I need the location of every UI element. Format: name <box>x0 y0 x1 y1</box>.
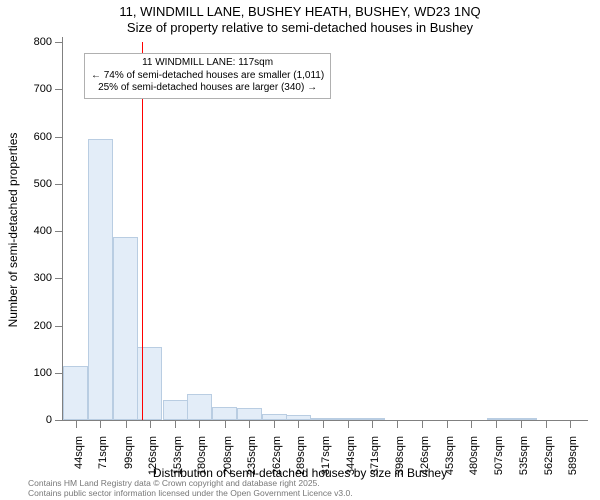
y-tick <box>55 420 63 421</box>
histogram-bar <box>512 418 537 420</box>
x-tick <box>496 420 497 428</box>
title-line-2: Size of property relative to semi-detach… <box>0 20 600 36</box>
x-tick <box>372 420 373 428</box>
y-tick-label: 600 <box>0 131 52 143</box>
x-tick <box>471 420 472 428</box>
x-tick <box>126 420 127 428</box>
x-tick <box>546 420 547 428</box>
x-tick-label: 44sqm <box>73 436 85 469</box>
x-tick <box>570 420 571 428</box>
y-tick <box>55 278 63 279</box>
x-tick <box>150 420 151 428</box>
y-tick-label: 100 <box>0 367 52 379</box>
y-tick-label: 200 <box>0 320 52 332</box>
y-tick <box>55 326 63 327</box>
y-tick <box>55 373 63 374</box>
y-tick-label: 700 <box>0 83 52 95</box>
footer-attribution: Contains HM Land Registry data © Crown c… <box>28 479 353 499</box>
y-tick <box>55 231 63 232</box>
histogram-bar <box>88 139 113 420</box>
chart-root: 11, WINDMILL LANE, BUSHEY HEATH, BUSHEY,… <box>0 0 600 500</box>
histogram-bar <box>187 394 212 420</box>
x-tick <box>199 420 200 428</box>
y-tick <box>55 137 63 138</box>
y-tick-label: 500 <box>0 178 52 190</box>
x-tick <box>100 420 101 428</box>
y-tick-label: 0 <box>0 414 52 426</box>
plot-area: 11 WINDMILL LANE: 117sqm ← 74% of semi-d… <box>62 42 583 421</box>
x-tick <box>348 420 349 428</box>
x-tick <box>397 420 398 428</box>
annotation-line-3: 25% of semi-detached houses are larger (… <box>91 82 324 95</box>
histogram-bar <box>63 366 88 420</box>
x-tick <box>521 420 522 428</box>
y-tick-label: 300 <box>0 272 52 284</box>
x-tick <box>175 420 176 428</box>
histogram-bar <box>212 407 237 420</box>
x-tick <box>274 420 275 428</box>
annotation-line-1: 11 WINDMILL LANE: 117sqm <box>91 57 324 70</box>
x-tick-label: 99sqm <box>123 436 135 469</box>
x-tick <box>225 420 226 428</box>
x-tick <box>422 420 423 428</box>
y-tick <box>55 89 63 90</box>
chart-title: 11, WINDMILL LANE, BUSHEY HEATH, BUSHEY,… <box>0 4 600 37</box>
histogram-bar <box>487 418 512 420</box>
x-tick <box>323 420 324 428</box>
histogram-bar <box>163 400 188 420</box>
y-tick <box>55 184 63 185</box>
y-tick-label: 800 <box>0 36 52 48</box>
histogram-bar <box>237 408 262 420</box>
y-tick-label: 400 <box>0 225 52 237</box>
footer-line-2: Contains public sector information licen… <box>28 489 353 499</box>
annotation-box: 11 WINDMILL LANE: 117sqm ← 74% of semi-d… <box>84 53 331 99</box>
histogram-bar <box>113 237 138 420</box>
title-line-1: 11, WINDMILL LANE, BUSHEY HEATH, BUSHEY,… <box>0 4 600 20</box>
x-tick <box>298 420 299 428</box>
annotation-line-2: ← 74% of semi-detached houses are smalle… <box>91 70 324 83</box>
x-tick <box>76 420 77 428</box>
x-tick <box>249 420 250 428</box>
x-tick-label: 71sqm <box>97 436 109 469</box>
x-tick <box>447 420 448 428</box>
y-tick <box>55 42 63 43</box>
